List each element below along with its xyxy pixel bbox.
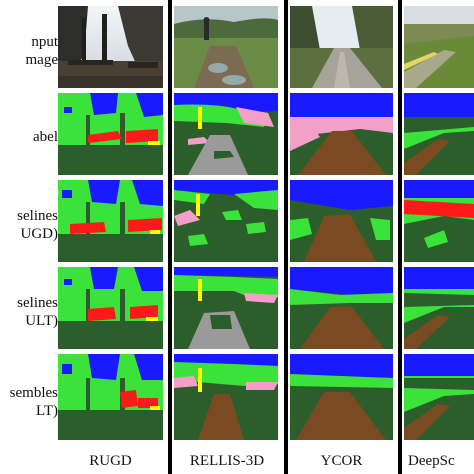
baseline-rugd-pred-ycor <box>290 180 393 262</box>
col-label-rellis: RELLIS-3D <box>189 453 265 469</box>
col-label-rugd: RUGD <box>89 453 132 469</box>
row-label-label: abel <box>33 129 58 145</box>
baseline-mult-pred-ycor <box>290 267 393 349</box>
ensemble-pred-deepscene <box>404 354 474 440</box>
row-label-baselines-mult: selines ULT) <box>17 295 58 329</box>
ensemble-pred-rellis <box>174 354 278 440</box>
label-map-rugd <box>58 93 163 175</box>
ensemble-pred-rugd <box>58 354 163 440</box>
baseline-mult-pred-rugd <box>58 267 163 349</box>
ensemble-pred-ycor <box>290 354 393 440</box>
label-map-rellis <box>174 93 278 175</box>
row-label-ensembles-mult: sembles LT) <box>9 385 58 419</box>
column-divider <box>168 0 172 474</box>
col-label-ycor: YCOR <box>320 453 363 469</box>
row-label-baselines-rugd: selines UGD) <box>17 208 58 242</box>
baseline-rugd-pred-deepscene <box>404 180 474 262</box>
input-image-deepscene <box>404 6 474 88</box>
column-divider <box>398 0 402 474</box>
column-divider <box>284 0 288 474</box>
baseline-mult-pred-rellis <box>174 267 278 349</box>
baseline-mult-pred-deepscene <box>404 267 474 349</box>
input-image-ycor <box>290 6 393 88</box>
baseline-rugd-pred-rugd <box>58 180 163 262</box>
input-image-rugd <box>58 6 163 88</box>
label-map-deepscene <box>404 93 474 175</box>
input-image-rellis <box>174 6 278 88</box>
baseline-rugd-pred-rellis <box>174 180 278 262</box>
col-label-deepscene: DeepSc <box>408 453 455 469</box>
label-map-ycor <box>290 93 393 175</box>
row-label-input: nput mage <box>25 34 58 68</box>
